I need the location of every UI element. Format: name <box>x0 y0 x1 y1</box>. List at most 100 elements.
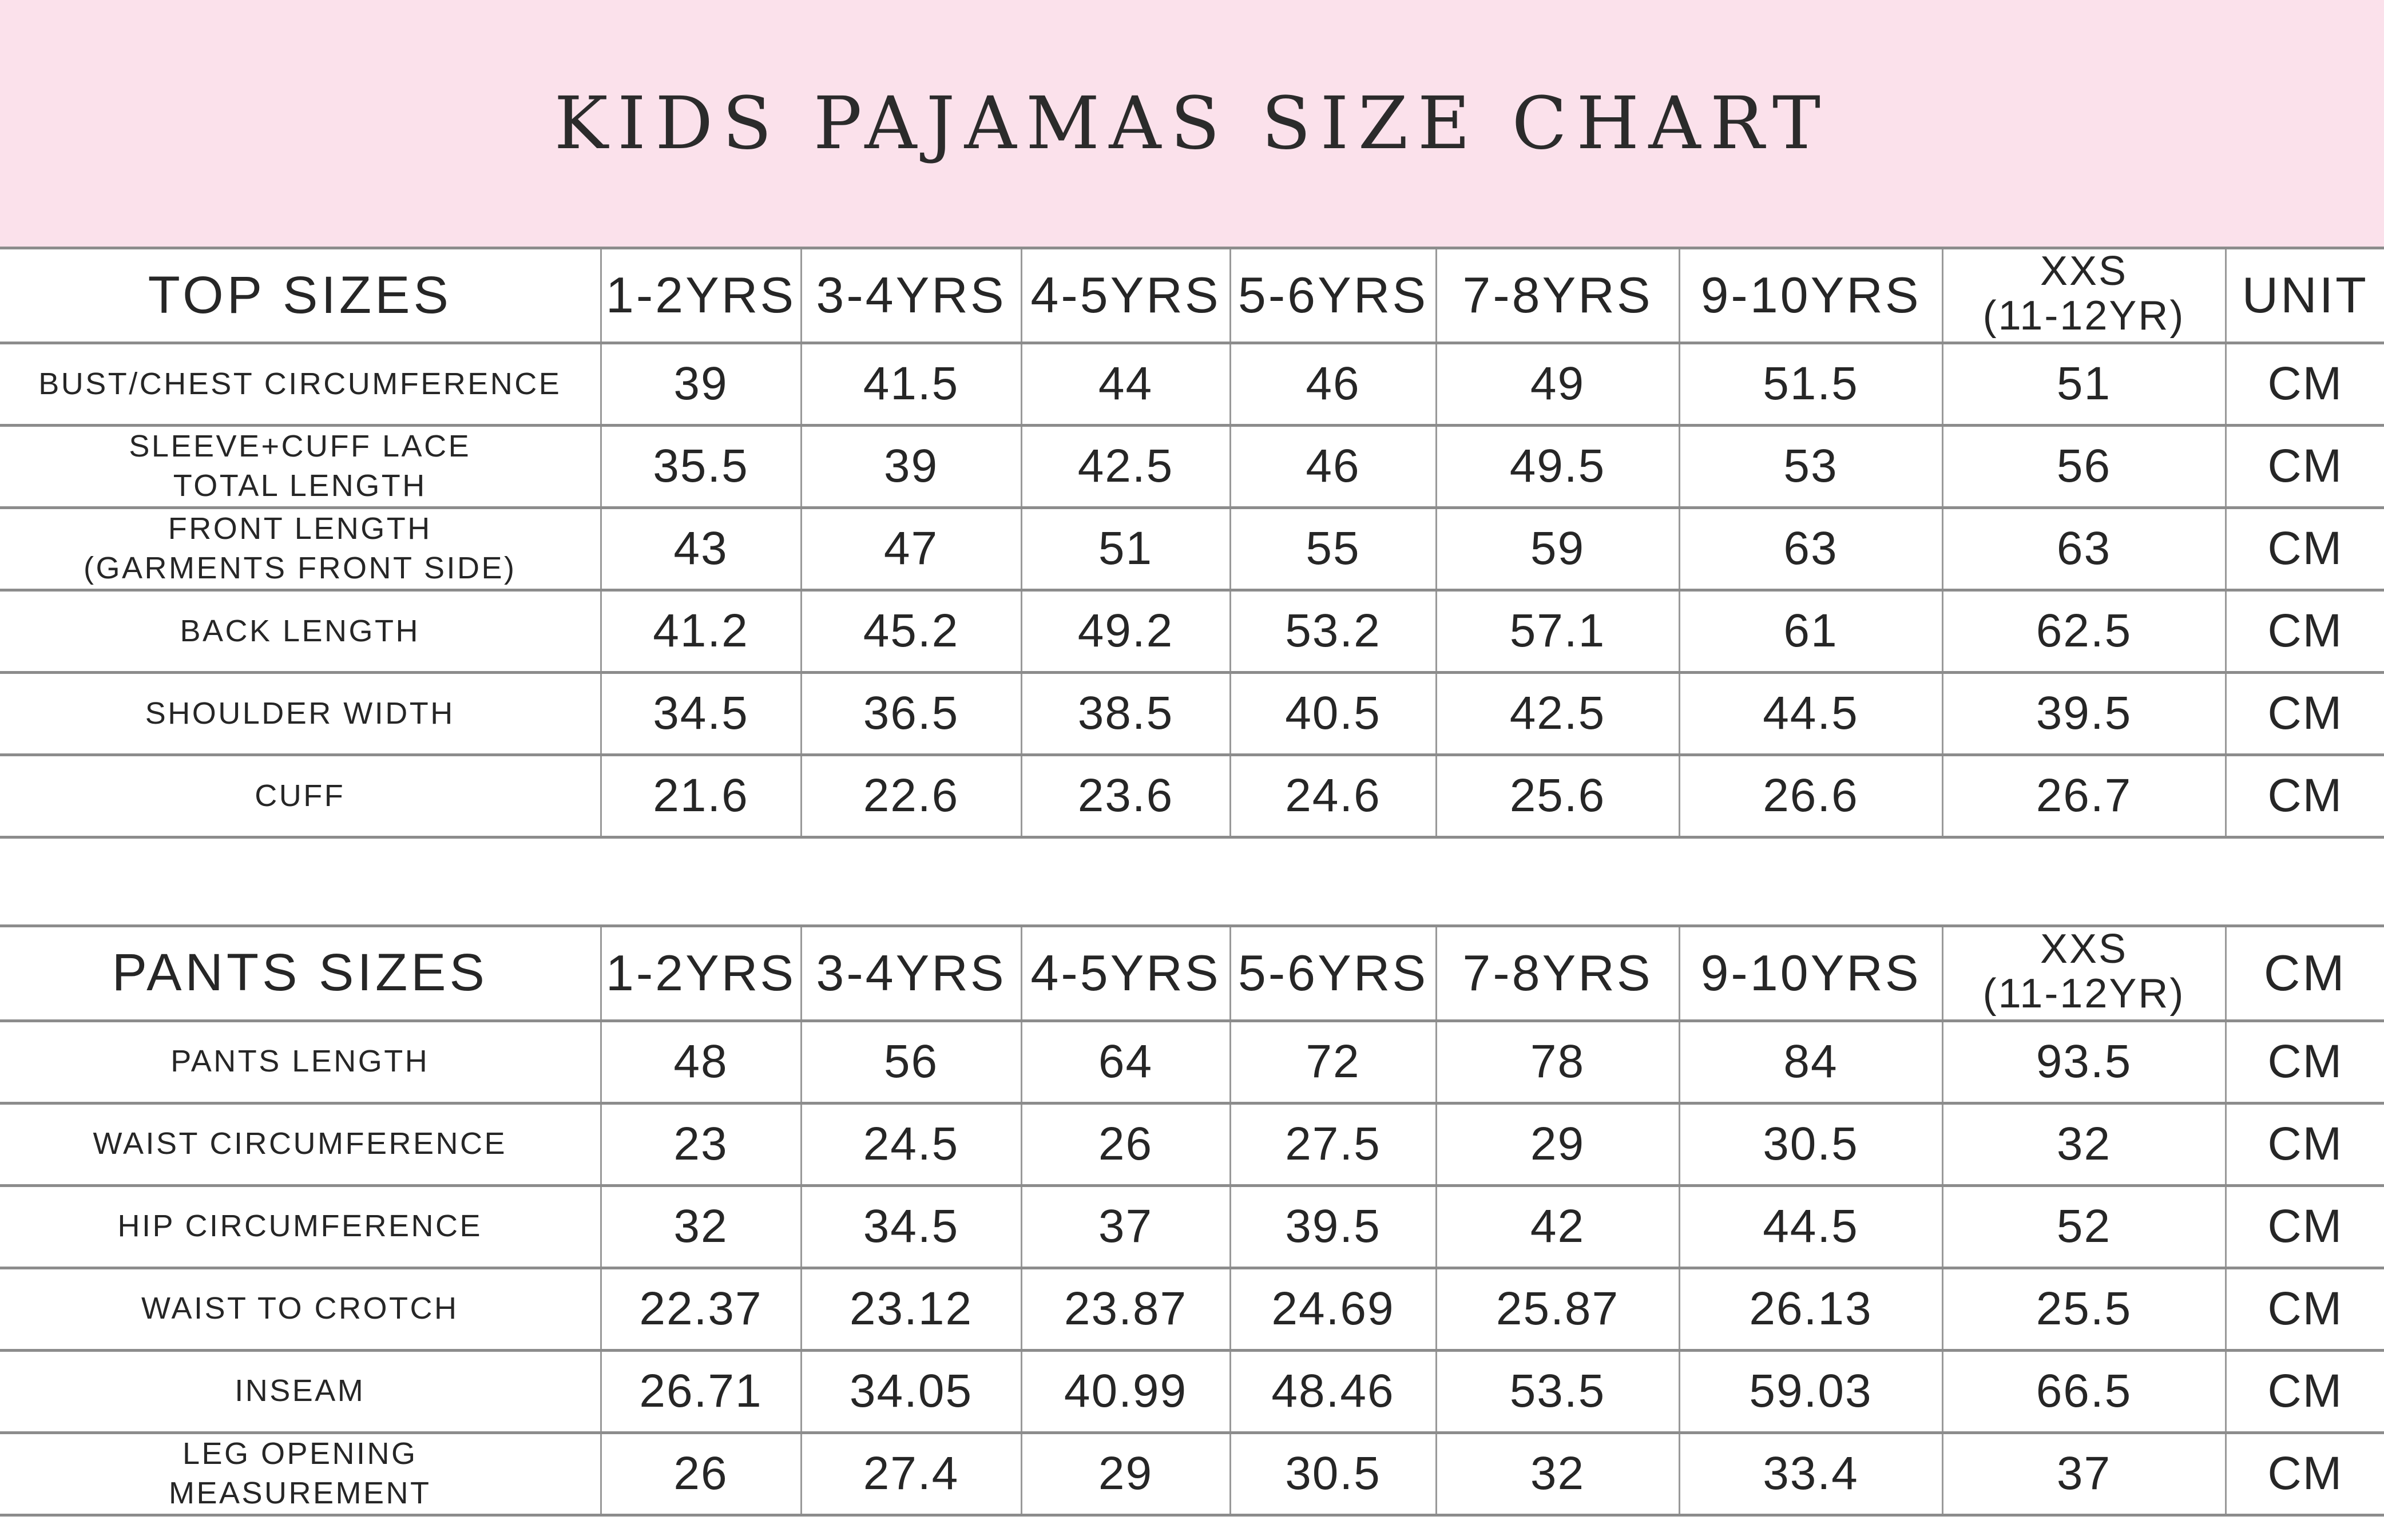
value-cell: 53.2 <box>1229 588 1437 674</box>
measurement-label: PANTS LENGTH <box>170 1044 430 1079</box>
value-cell: 34.5 <box>800 1184 1022 1269</box>
cell-value: 26 <box>1098 1117 1153 1170</box>
value-cell: 48 <box>600 1019 802 1105</box>
cell-value: 53 <box>1783 439 1838 492</box>
unit-cell: CM <box>2224 1431 2384 1517</box>
value-cell: 24.6 <box>1229 753 1437 839</box>
header-text: 1-2YRS <box>605 267 796 324</box>
value-cell: 59.03 <box>1678 1348 1943 1434</box>
header-text: 4-5YRS <box>1030 267 1221 324</box>
table-row: BACK LENGTH 41.2 45.2 49.2 53.2 57.1 61 62.5 CM <box>0 588 2384 674</box>
age-header-cell: XXS (11-12YR) <box>1941 924 2227 1022</box>
cell-value: 34.5 <box>653 686 749 739</box>
value-cell: 57.1 <box>1435 588 1680 674</box>
cell-value: 32 <box>673 1200 728 1252</box>
unit-cell: CM <box>2224 1348 2384 1434</box>
table-row: FRONT LENGTH (GARMENTS FRONT SIDE) 43 47 51… <box>0 506 2384 592</box>
pants-sizes-header: PANTS SIZES 1-2YRS 3-4YRS 4-5YRS 5-6YRS 7-8YR… <box>0 924 2384 1022</box>
cell-value: 47 <box>883 522 939 574</box>
unit-cell: CM <box>2224 506 2384 592</box>
cell-value: 42.5 <box>1077 439 1174 492</box>
cell-value: 39 <box>883 439 939 492</box>
unit-cell: CM <box>2224 1266 2384 1352</box>
value-cell: 25.5 <box>1941 1266 2227 1352</box>
cell-value: 46 <box>1306 439 1360 492</box>
measurement-label: BACK LENGTH <box>180 613 421 648</box>
cell-value: 84 <box>1783 1035 1838 1087</box>
table-row: WAIST TO CROTCH 22.37 23.12 23.87 24.69 25.87… <box>0 1266 2384 1352</box>
cell-value: 51 <box>2056 357 2112 410</box>
value-cell: 24.5 <box>800 1101 1022 1187</box>
unit-header-cell: UNIT <box>2224 247 2384 344</box>
value-cell: 36.5 <box>800 670 1022 756</box>
value-cell: 32 <box>1435 1431 1680 1517</box>
value-cell: 39.5 <box>1941 670 2227 756</box>
header-text: 9-10YRS <box>1700 267 1921 324</box>
cell-value: 48 <box>673 1035 728 1087</box>
cell-value: 22.37 <box>639 1282 763 1335</box>
value-cell: 30.5 <box>1229 1431 1437 1517</box>
cell-value: 37 <box>2056 1447 2112 1499</box>
header-text: 5-6YRS <box>1237 944 1429 1001</box>
header-text: 9-10YRS <box>1700 944 1921 1001</box>
cell-value: 44.5 <box>1763 686 1859 739</box>
cell-value: 32 <box>2056 1117 2112 1170</box>
value-cell: 22.6 <box>800 753 1022 839</box>
cell-value: 45.2 <box>863 604 959 657</box>
cell-value: 23 <box>673 1117 728 1170</box>
cell-value: 40.5 <box>1285 686 1381 739</box>
cell-value: 24.5 <box>863 1117 959 1170</box>
measurement-label-cell: PANTS LENGTH <box>0 1019 602 1105</box>
cell-value: 56 <box>883 1035 939 1087</box>
value-cell: 49.2 <box>1020 588 1231 674</box>
measurement-label: SHOULDER WIDTH <box>145 696 455 731</box>
cell-value: 56 <box>2056 439 2112 492</box>
cell-value: 22.6 <box>863 769 959 821</box>
measurement-label-cell: HIP CIRCUMFERENCE <box>0 1184 602 1269</box>
value-cell: 39 <box>800 423 1022 509</box>
measurement-label-cell: WAIST TO CROTCH <box>0 1266 602 1352</box>
age-header-cell: 5-6YRS <box>1229 247 1437 344</box>
cell-value: 59.03 <box>1749 1364 1873 1417</box>
cell-value: 21.6 <box>653 769 749 821</box>
cell-value: 38.5 <box>1077 686 1174 739</box>
cell-value: 30.5 <box>1285 1447 1381 1499</box>
value-cell: 45.2 <box>800 588 1022 674</box>
unit-cell: CM <box>2224 670 2384 756</box>
age-header-cell: 4-5YRS <box>1020 924 1231 1022</box>
top-sizes-body: BUST/CHEST CIRCUMFERENCE 39 41.5 44 46 49 51.5… <box>0 341 2384 839</box>
cell-value: CM <box>2267 604 2343 657</box>
value-cell: 23.12 <box>800 1266 1022 1352</box>
cell-value: 51.5 <box>1763 357 1859 410</box>
value-cell: 66.5 <box>1941 1348 2227 1434</box>
measurement-label-cell: SHOULDER WIDTH <box>0 670 602 756</box>
cell-value: 29 <box>1098 1447 1153 1499</box>
cell-value: CM <box>2267 769 2343 821</box>
cell-value: 93.5 <box>2036 1035 2132 1087</box>
cell-value: 49 <box>1530 357 1585 410</box>
title-banner: KIDS PAJAMAS SIZE CHART <box>0 0 2384 247</box>
unit-header-cell: CM <box>2224 924 2384 1022</box>
header-text: CM <box>2263 944 2347 1001</box>
value-cell: 42.5 <box>1435 670 1680 756</box>
cell-value: 34.5 <box>863 1200 959 1252</box>
value-cell: 35.5 <box>600 423 802 509</box>
value-cell: 62.5 <box>1941 588 2227 674</box>
header-text: XXS (11-12YR) <box>1982 248 2185 339</box>
value-cell: 39.5 <box>1229 1184 1437 1269</box>
value-cell: 37 <box>1941 1431 2227 1517</box>
cell-value: 25.6 <box>1509 769 1606 821</box>
value-cell: 26 <box>1020 1101 1231 1187</box>
cell-value: CM <box>2267 1200 2343 1252</box>
cell-value: 29 <box>1530 1117 1585 1170</box>
value-cell: 84 <box>1678 1019 1943 1105</box>
header-text: PANTS SIZES <box>112 943 488 1002</box>
cell-value: 39.5 <box>2036 686 2132 739</box>
unit-cell: CM <box>2224 1184 2384 1269</box>
unit-cell: CM <box>2224 753 2384 839</box>
value-cell: 44.5 <box>1678 1184 1943 1269</box>
measurement-label-cell: LEG OPENING MEASUREMENT <box>0 1431 602 1517</box>
cell-value: CM <box>2267 439 2343 492</box>
cell-value: 30.5 <box>1763 1117 1859 1170</box>
cell-value: 23.12 <box>849 1282 973 1335</box>
